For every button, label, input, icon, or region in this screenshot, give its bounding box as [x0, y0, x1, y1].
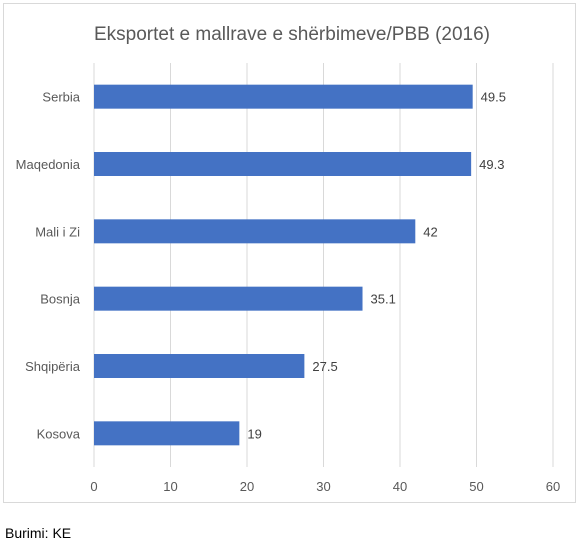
category-label: Bosnja	[40, 292, 81, 307]
bar	[94, 354, 305, 378]
x-tick-label: 50	[469, 479, 483, 494]
gridlines	[93, 63, 554, 467]
category-label: Mali i Zi	[35, 224, 80, 239]
labels: 0 10 20 30 40 50 60 Serbia 49.5 Maqedonia 49.3 Mali…	[16, 90, 561, 494]
category-label: Kosova	[37, 426, 81, 441]
x-tick-label: 40	[393, 479, 407, 494]
x-tick-label: 30	[316, 479, 330, 494]
bar	[94, 84, 473, 109]
chart-title: Eksportet e mallrave e shërbimeve/PBB (2…	[94, 24, 490, 45]
data-label: 19	[247, 426, 261, 441]
x-tick-label: 60	[546, 479, 560, 494]
data-label: 42	[423, 224, 437, 239]
data-label: 49.3	[479, 157, 504, 172]
bar	[94, 421, 240, 446]
bar	[94, 152, 472, 176]
data-label: 35.1	[371, 292, 396, 307]
category-label: Maqedonia	[16, 157, 81, 172]
source-note: Burimi: KE	[5, 525, 72, 541]
category-label: Serbia	[42, 90, 80, 105]
bar	[94, 219, 416, 244]
bar	[94, 286, 363, 311]
x-tick-label: 10	[163, 479, 177, 494]
data-label: 49.5	[481, 90, 506, 105]
bar-chart: Eksportet e mallrave e shërbimeve/PBB (2…	[16, 24, 561, 494]
data-label: 27.5	[312, 359, 337, 374]
bars	[94, 84, 473, 446]
category-label: Shqipëria	[25, 359, 81, 374]
x-tick-label: 0	[90, 479, 97, 494]
x-tick-label: 20	[240, 479, 254, 494]
